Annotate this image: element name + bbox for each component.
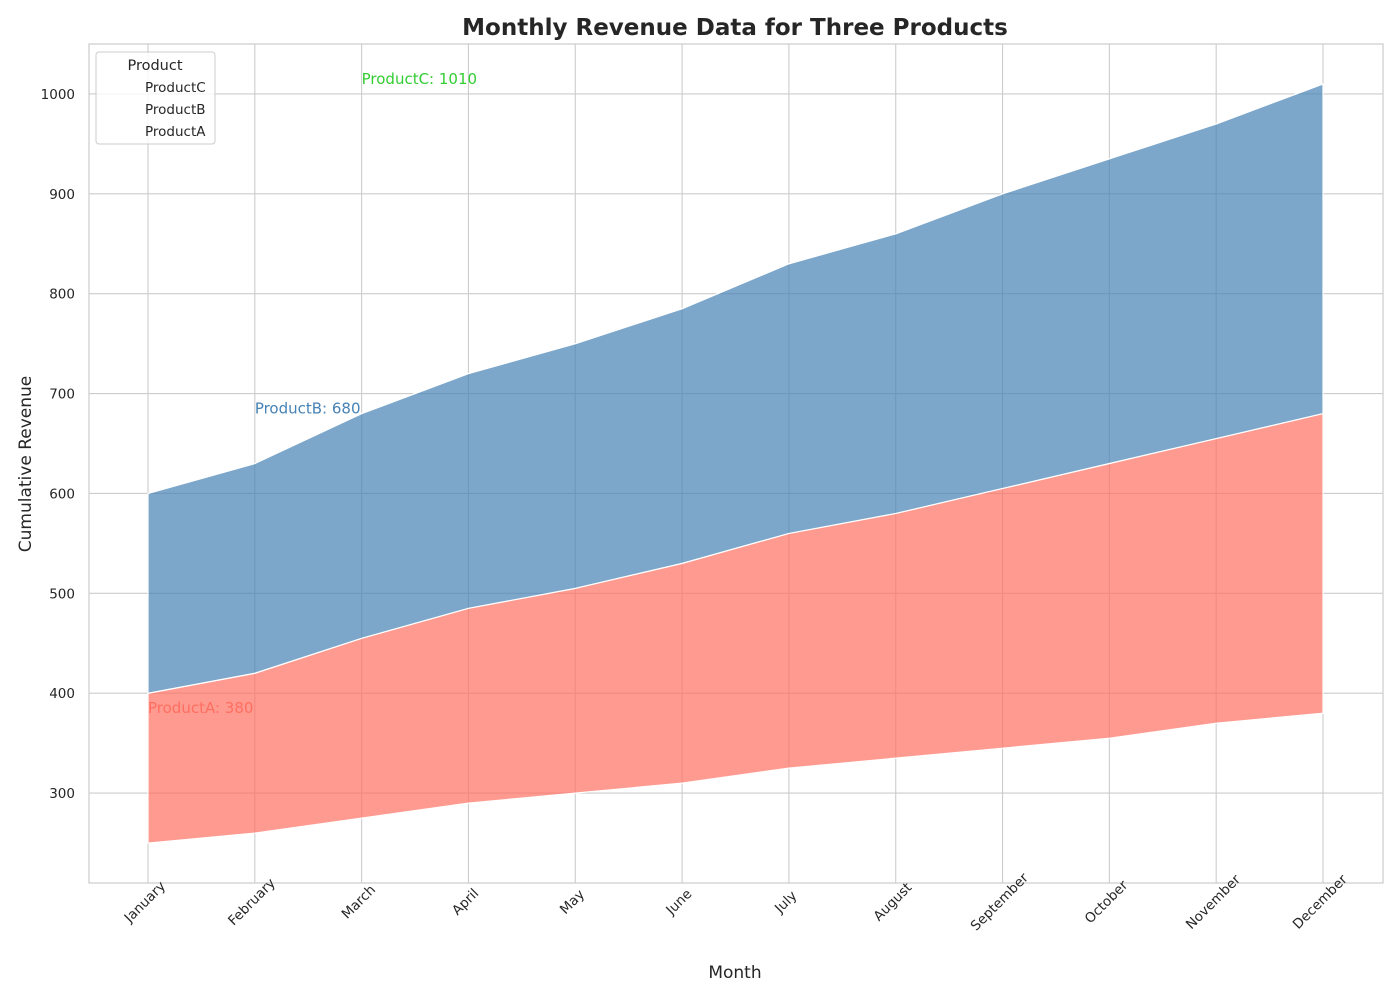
legend-box xyxy=(95,51,216,145)
y-tick-600: 600 xyxy=(49,486,75,502)
y-tick-800: 800 xyxy=(49,287,75,303)
y-tick-400: 400 xyxy=(49,686,75,702)
legend-title: Product xyxy=(127,58,182,74)
plot-frame xyxy=(88,43,1384,884)
y-axis-label: Cumulative Revenue xyxy=(16,376,36,552)
annotation-productb-680: ProductB: 680 xyxy=(255,400,361,418)
legend-entry-productc: ProductC xyxy=(145,80,206,96)
legend: Product ProductC ProductB ProductA xyxy=(95,51,216,145)
y-tick-300: 300 xyxy=(49,786,75,802)
area-productc xyxy=(147,83,1324,495)
x-axis-label: Month xyxy=(708,963,761,983)
legend-entry-producta: ProductA xyxy=(145,124,206,140)
annotation-producta-380: ProductA: 380 xyxy=(148,699,253,717)
annotations: ProductA: 380 ProductB: 680 ProductC: 1010 xyxy=(148,70,477,717)
chart-title: Monthly Revenue Data for Three Products xyxy=(462,15,1008,41)
y-tick-700: 700 xyxy=(49,387,75,403)
area-series-group xyxy=(147,83,1324,844)
y-tick-labels: 300 400 500 600 700 800 900 1000 xyxy=(41,87,75,802)
y-tick-900: 900 xyxy=(49,187,75,203)
annotation-productc-1010: ProductC: 1010 xyxy=(362,70,477,88)
legend-entry-productb: ProductB xyxy=(145,102,206,118)
y-tick-500: 500 xyxy=(49,586,75,602)
y-tick-1000: 1000 xyxy=(41,87,75,103)
